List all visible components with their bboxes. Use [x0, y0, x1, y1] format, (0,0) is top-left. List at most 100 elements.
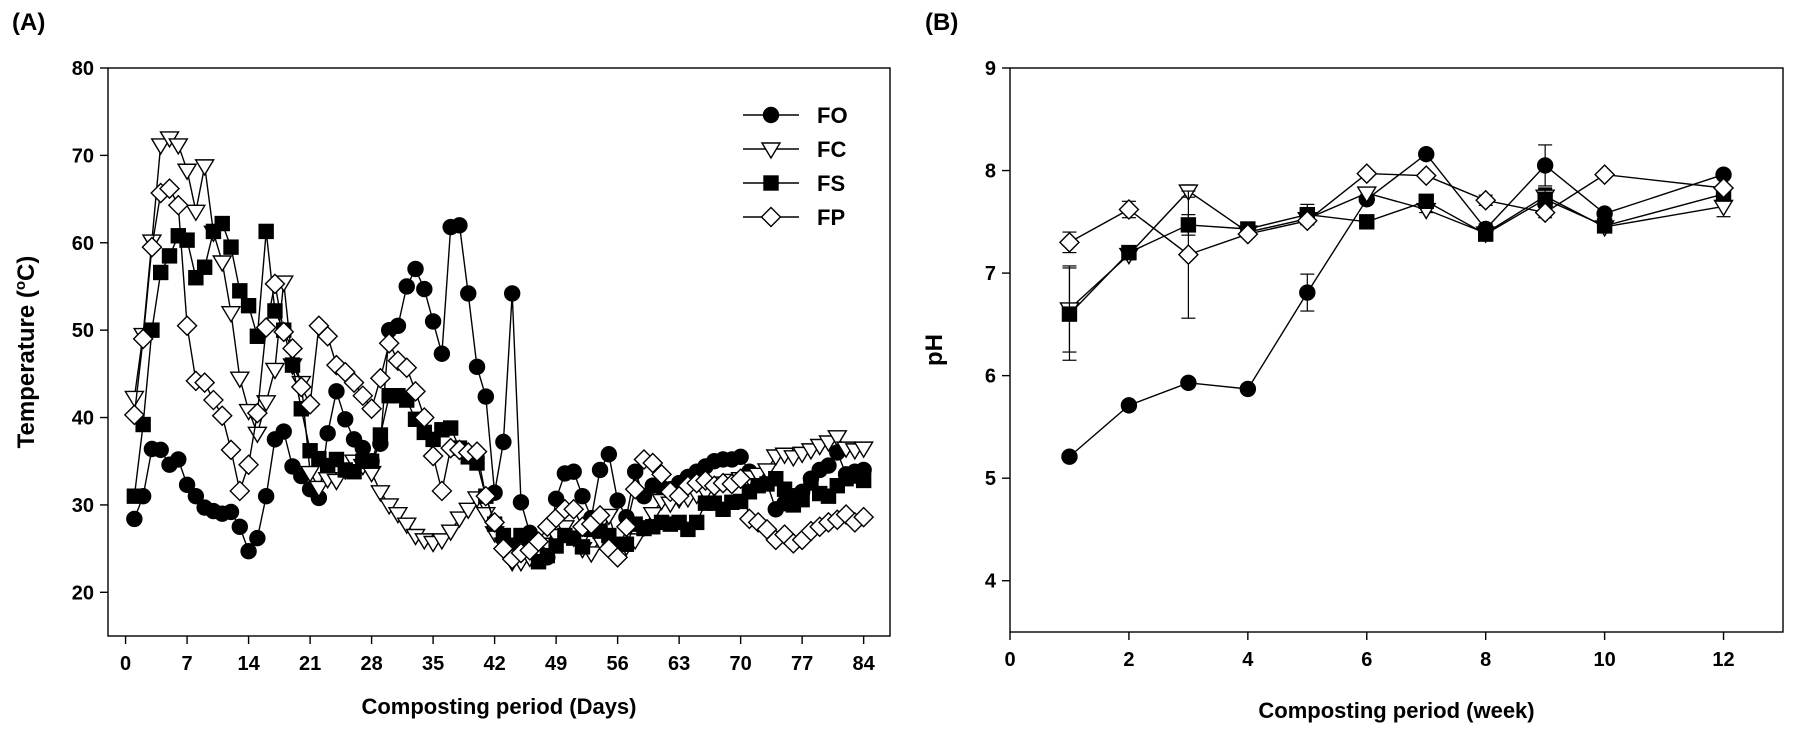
data-point-fp [264, 273, 286, 295]
y-tick-label: 8 [985, 161, 996, 183]
data-point-fo [178, 476, 196, 494]
data-point-fs [161, 248, 178, 264]
data-point-fc [853, 441, 874, 459]
legend-item-fp: FP [743, 205, 845, 230]
series-fp [1058, 163, 1735, 319]
data-point-fp [730, 468, 752, 490]
y-tick-label: 20 [72, 582, 94, 604]
y-tick-label: 60 [72, 233, 94, 255]
legend-label: FO [817, 103, 848, 128]
data-point-fo [249, 529, 266, 547]
data-point-fo [600, 446, 618, 463]
data-point-fc [326, 473, 347, 491]
x-tick-label: 2 [1123, 649, 1134, 671]
series-line-fc [1069, 190, 1724, 310]
y-tick-label: 80 [72, 58, 94, 80]
data-point-fc [185, 204, 207, 222]
data-point-fp [528, 531, 550, 553]
data-point-fo [820, 457, 837, 474]
panel-b-ph-chart: (B) 0 2 4 6 8 10 12 4 5 6 7 8 9 Composting period (wee… [921, 9, 1784, 723]
data-point-fo [1239, 380, 1257, 398]
data-point-fp [246, 402, 268, 424]
data-point-fo [1418, 145, 1435, 163]
data-point-fs [126, 488, 143, 504]
data-point-fo [398, 278, 415, 295]
x-tick-label: 49 [545, 653, 567, 675]
data-point-fo [231, 518, 248, 535]
x-tick-label: 28 [360, 653, 382, 675]
data-point-fc [458, 502, 479, 520]
data-point-fp [1177, 244, 1199, 266]
data-point-fp [352, 385, 374, 407]
data-point-fo [1536, 157, 1554, 174]
data-point-fp [273, 321, 295, 343]
series-line-fo [1069, 153, 1724, 458]
data-point-fp [1356, 163, 1378, 185]
data-point-fs [223, 239, 239, 255]
data-point-fo [407, 260, 424, 278]
data-point-fo [1061, 448, 1078, 465]
data-point-fs [1061, 306, 1078, 322]
data-point-fs [214, 215, 230, 232]
data-point-fs [776, 481, 793, 497]
data-point-fc [168, 138, 189, 156]
data-point-fp [194, 372, 216, 394]
series-fo [1061, 144, 1732, 465]
data-point-fc [220, 305, 242, 324]
y-axis-label: pH [921, 334, 948, 366]
data-point-fc [264, 362, 286, 380]
data-point-fs [267, 303, 283, 319]
legend-marker [762, 106, 780, 124]
data-point-fp [132, 328, 154, 350]
panel-label: (B) [925, 9, 958, 36]
data-point-fp [211, 405, 233, 427]
data-point-fp [1475, 189, 1497, 211]
data-point-fc [229, 371, 251, 389]
data-point-fo [1180, 374, 1197, 392]
data-point-fp [624, 478, 646, 500]
data-point-fp [220, 439, 242, 461]
data-point-fo [609, 492, 626, 509]
data-point-fs [1596, 218, 1613, 234]
data-point-fo [503, 285, 521, 302]
data-point-fp [651, 463, 673, 485]
data-point-fc [378, 498, 400, 516]
data-point-fs [153, 264, 169, 281]
data-point-fo [319, 425, 336, 442]
data-point-fc [124, 390, 145, 408]
data-point-fc [308, 480, 330, 498]
series-fc [1059, 184, 1734, 353]
data-point-fp [1237, 223, 1259, 245]
data-point-fc [150, 138, 171, 156]
data-point-fp [1415, 165, 1437, 187]
data-point-fs [240, 297, 257, 314]
x-axis-label: Composting period (Days) [361, 694, 636, 719]
data-point-fc [431, 533, 453, 551]
data-point-fp [422, 445, 444, 467]
legend-item-fs: FS [743, 171, 845, 196]
x-tick-label: 63 [668, 653, 690, 675]
x-tick-label: 42 [483, 653, 505, 675]
data-point-fp [1058, 231, 1080, 253]
x-tick-label: 77 [791, 653, 813, 675]
data-point-fo [468, 358, 486, 376]
data-point-fc [370, 485, 391, 503]
data-point-fc [194, 159, 215, 177]
data-point-fs [688, 514, 705, 531]
data-point-fs [258, 223, 274, 240]
x-tick-label: 21 [299, 653, 321, 675]
y-tick-label: 7 [985, 263, 996, 285]
x-tick-label: 35 [422, 653, 444, 675]
data-point-fo [337, 411, 354, 428]
data-point-fp [466, 441, 488, 463]
data-point-fc [299, 465, 321, 483]
x-tick-label: 0 [1004, 649, 1015, 671]
data-point-fo [424, 313, 442, 330]
data-point-fp [290, 376, 312, 398]
data-point-fs [855, 472, 872, 489]
data-point-fp [1534, 202, 1556, 224]
data-point-fp [396, 357, 418, 379]
x-tick-label: 8 [1480, 649, 1491, 671]
data-point-fo [477, 388, 495, 405]
data-point-fp [369, 367, 391, 389]
